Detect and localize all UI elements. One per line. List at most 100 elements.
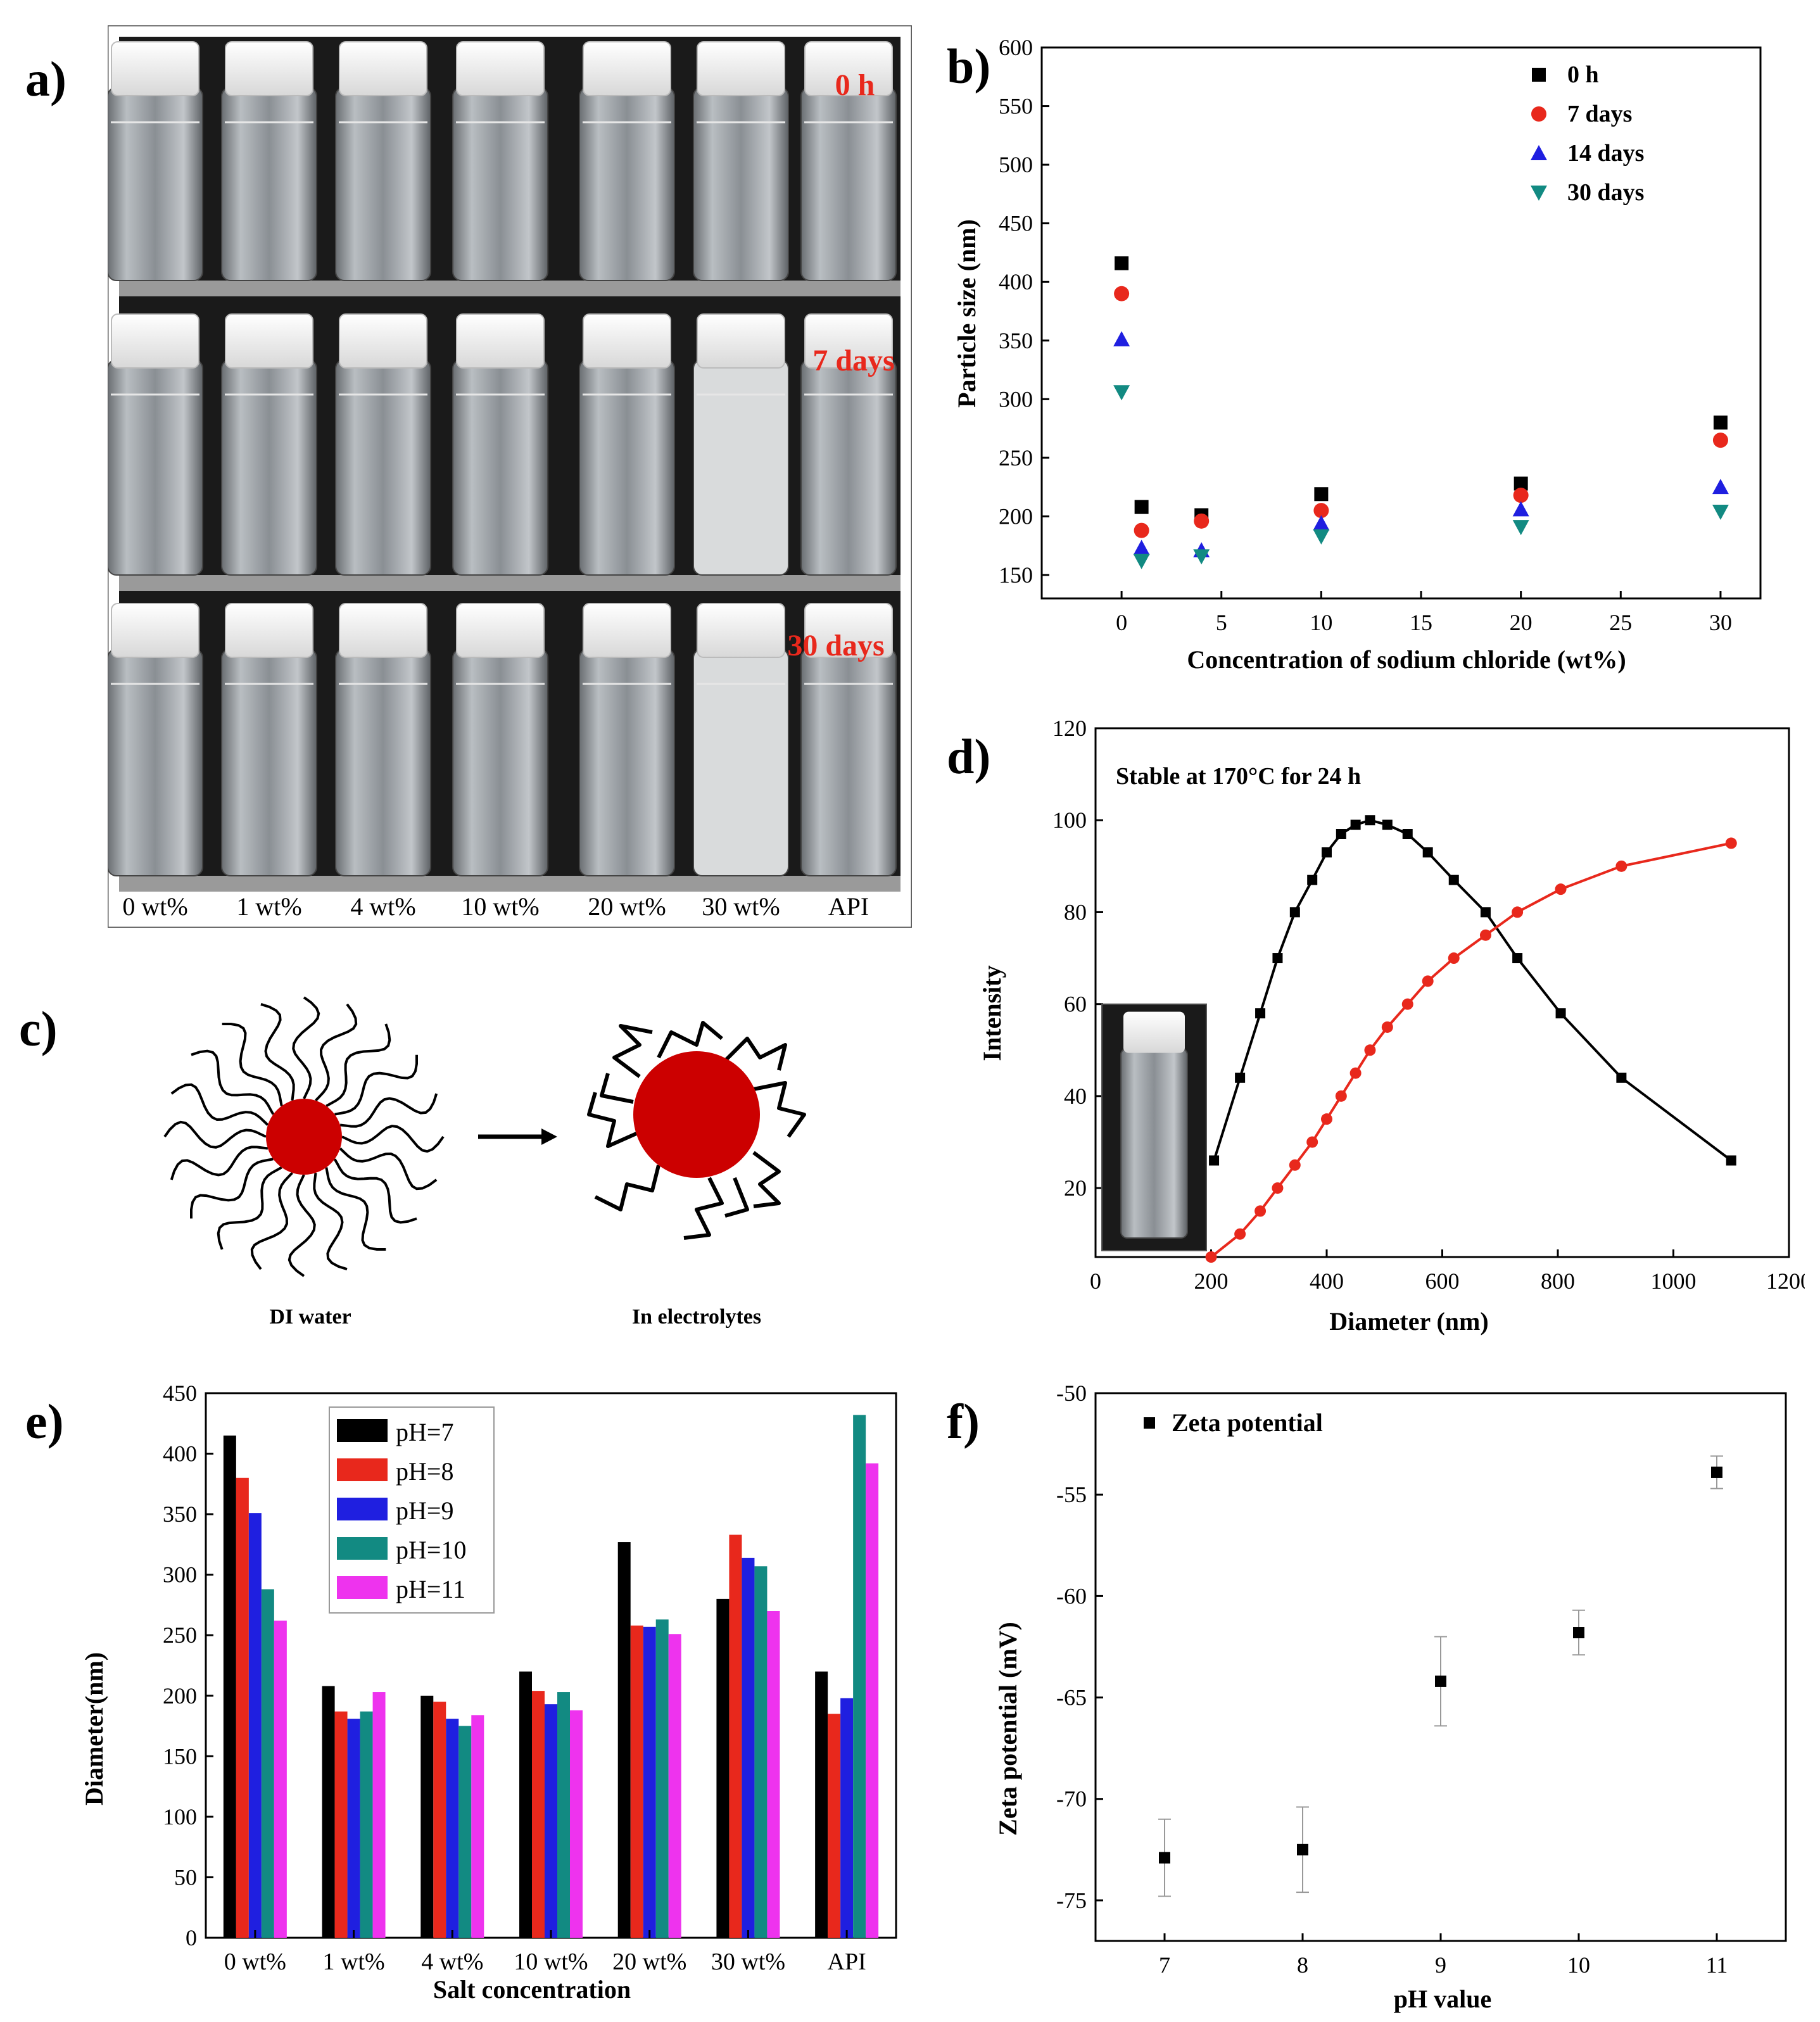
data-point [1159,1852,1170,1864]
chart-e-ylabel: Diameter(nm) [80,1652,108,1805]
x-tick-label: 4 wt% [421,1949,483,1975]
y-tick-label: 80 [1064,899,1087,925]
y-tick-label: -60 [1056,1583,1087,1608]
data-point [1272,953,1283,964]
legend-label: pH=9 [396,1496,453,1525]
surfactant-tail [341,1125,445,1153]
y-tick-label: -50 [1056,1381,1087,1406]
vial-label: 0 wt% [122,892,187,921]
x-tick-label: 5 [1216,610,1227,635]
vial [221,359,317,576]
row-label-7days: 7 days [812,344,894,377]
data-point [1133,540,1150,555]
vial-label: 1 wt% [236,892,301,921]
surfactant-tail [587,1092,638,1148]
data-point [1194,513,1210,529]
bar [372,1692,386,1938]
legend-swatch [337,1537,388,1560]
bar [532,1691,545,1938]
data-point [1255,1008,1266,1019]
surfactant-tail [313,1172,348,1271]
panel-label-a: a) [25,51,66,106]
vial-cap [456,41,545,96]
data-point [1144,1417,1155,1429]
bar [420,1695,434,1938]
vial [693,359,789,576]
vial [579,87,675,281]
vial-cap [111,41,199,96]
legend-swatch [337,1458,388,1481]
x-tick-label: 9 [1435,1952,1446,1978]
vial-cap [225,313,313,369]
data-point [1402,829,1413,839]
vial-label: 30 wt% [702,892,780,921]
x-tick-label: 0 [1116,610,1127,635]
data-point [1512,520,1529,536]
bar [767,1611,780,1938]
surfactant-tail [339,1147,438,1191]
vial-cap [111,603,199,658]
data-point [1313,503,1329,519]
legend-label: pH=8 [396,1457,453,1486]
y-tick-label: 150 [999,562,1033,588]
data-point [1531,186,1547,201]
data-point [1306,1136,1318,1148]
chart-diameter-bars: Diameter(nm) Salt concentration pH=7 pH=… [80,1381,897,2004]
surfactant-tail [191,1049,275,1115]
vial [452,87,548,281]
vial-cap [583,41,671,96]
data-point [1134,522,1149,538]
vial [335,359,431,576]
data-point [1382,819,1393,830]
surfactant-tail [752,1151,781,1208]
data-point [1480,907,1491,918]
data-point [1350,819,1361,830]
data-point [1205,1251,1217,1263]
data-point [1113,385,1130,401]
bar [557,1692,570,1938]
data-point [1531,145,1547,160]
vial-cap [583,313,671,369]
chart-d-xlabel: Diameter (nm) [1329,1307,1488,1336]
data-point [1532,68,1546,82]
chart-b-xlabel: Concentration of sodium chloride (wt%) [1187,645,1626,674]
vial-cap [583,603,671,658]
legend-swatch [337,1498,388,1520]
y-tick-label: 20 [1064,1175,1087,1201]
micelle-core [633,1051,760,1178]
surfactant-tail [190,1158,274,1219]
surfactant-tail [250,1172,293,1270]
bar [248,1513,262,1938]
legend-label: Zeta potential [1172,1408,1323,1437]
data-point [1435,1675,1446,1687]
vial-cap [111,313,199,369]
legend-label: 30 days [1567,179,1644,206]
panel-label-e: e) [25,1394,64,1449]
vial [452,359,548,576]
data-point [1615,860,1627,872]
panel-label-b: b) [947,39,991,94]
surfactant-tail [612,1024,653,1078]
vial-cap [339,41,427,96]
bar [570,1710,583,1938]
surfactant-tail [333,1158,417,1224]
data-point [1512,953,1523,964]
bar [742,1557,755,1938]
legend-swatch [337,1576,388,1599]
x-tick-label: 20 [1510,610,1532,635]
surfactant-tail [292,996,320,1099]
data-point [1555,883,1567,895]
surfactant-tail [334,1054,418,1116]
data-point [1313,529,1330,545]
data-point [1422,975,1434,987]
vial [335,87,431,281]
chart-d-ylabel: Intensity [978,965,1006,1061]
bar [545,1704,557,1938]
surfactant-tail [683,1177,724,1240]
vial [1120,1047,1188,1239]
y-tick-label: 450 [163,1381,197,1406]
y-tick-label: -55 [1056,1482,1087,1507]
legend-swatch [337,1419,388,1442]
vial-cap [804,603,893,658]
x-tick-label: 1000 [1651,1268,1697,1294]
